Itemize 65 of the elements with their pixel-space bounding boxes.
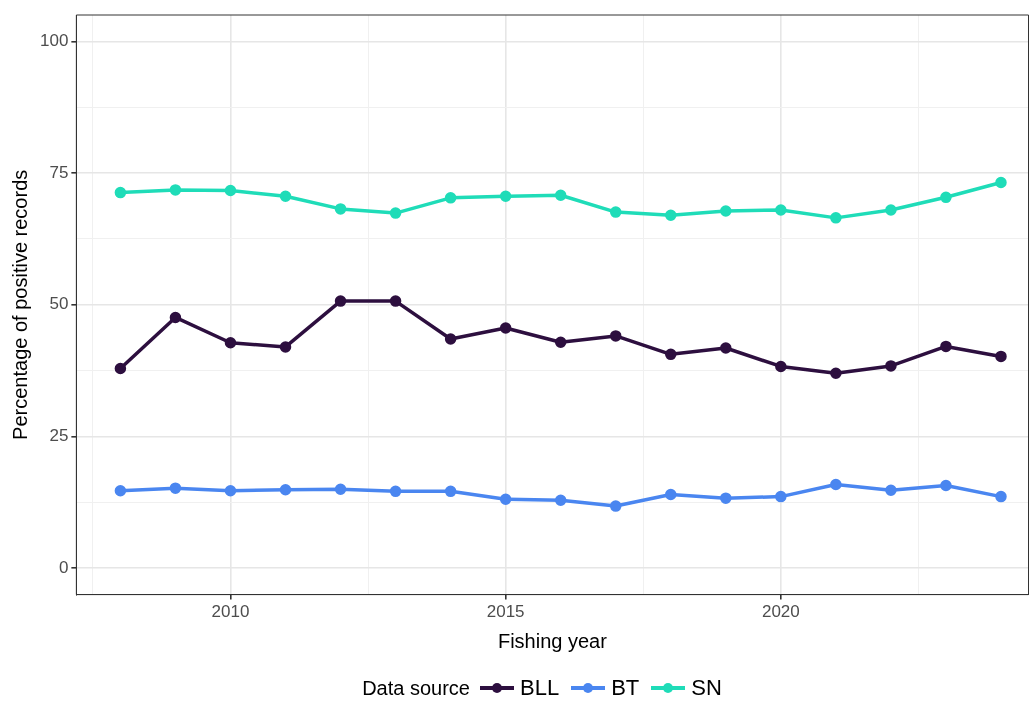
point: [279, 484, 292, 496]
point: [554, 336, 567, 348]
point: [830, 478, 842, 491]
point: [940, 340, 952, 353]
point: [224, 184, 237, 197]
point: [444, 192, 457, 204]
point: [995, 490, 1007, 503]
y-axis-title: Percentage of positive records: [8, 169, 31, 440]
point: [940, 479, 952, 492]
point: [940, 191, 952, 204]
point: [334, 203, 347, 215]
point: [665, 348, 677, 361]
point: [720, 205, 732, 217]
point: [554, 494, 567, 507]
point: [885, 360, 897, 372]
point: [279, 190, 292, 203]
y-tick-label: 50: [49, 294, 69, 314]
point: [720, 492, 732, 504]
point: [609, 500, 622, 512]
x-tick-label: 2015: [486, 602, 525, 622]
x-tick-label: 2010: [211, 602, 250, 622]
point: [885, 484, 897, 497]
x-axis-title: Fishing year: [497, 629, 608, 652]
point: [609, 206, 622, 218]
point: [169, 311, 182, 324]
legend-label: BLL: [520, 675, 560, 701]
legend-title: Data source: [362, 676, 470, 700]
x-tick-label: 2020: [761, 602, 800, 622]
point: [114, 362, 127, 375]
point: [334, 483, 347, 495]
point: [609, 330, 622, 342]
point: [499, 322, 512, 334]
legend-label: SN: [691, 675, 722, 701]
point: [279, 341, 292, 353]
point: [830, 367, 842, 380]
point: [775, 204, 787, 216]
point: [334, 295, 347, 307]
point: [554, 189, 567, 201]
point: [665, 209, 677, 221]
point: [720, 342, 732, 354]
point: [775, 490, 787, 503]
point: [114, 485, 127, 497]
point: [444, 333, 457, 345]
point: [169, 482, 182, 494]
point: [224, 336, 237, 349]
point: [995, 350, 1007, 363]
point: [114, 186, 127, 199]
point: [499, 493, 512, 505]
y-tick-label: 0: [58, 557, 69, 577]
legend-label: BT: [611, 675, 640, 701]
point: [169, 184, 182, 196]
point: [775, 360, 787, 373]
point: [224, 485, 237, 497]
y-tick-label: 25: [49, 426, 69, 446]
point: [389, 295, 402, 307]
point: [499, 190, 512, 203]
point: [885, 204, 897, 216]
point: [389, 207, 402, 219]
point: [830, 212, 842, 224]
point: [444, 485, 457, 498]
point: [665, 488, 677, 501]
point: [389, 485, 402, 498]
point: [995, 176, 1007, 189]
y-tick-label: 75: [49, 162, 69, 182]
y-tick-label: 100: [39, 31, 69, 51]
